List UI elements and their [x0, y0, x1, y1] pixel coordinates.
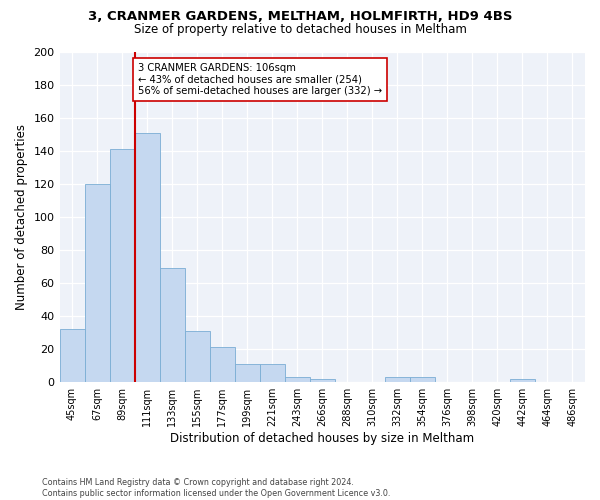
- Bar: [260, 364, 285, 382]
- Text: Contains HM Land Registry data © Crown copyright and database right 2024.
Contai: Contains HM Land Registry data © Crown c…: [42, 478, 391, 498]
- Y-axis label: Number of detached properties: Number of detached properties: [15, 124, 28, 310]
- Text: 3, CRANMER GARDENS, MELTHAM, HOLMFIRTH, HD9 4BS: 3, CRANMER GARDENS, MELTHAM, HOLMFIRTH, …: [88, 10, 512, 23]
- Text: Size of property relative to detached houses in Meltham: Size of property relative to detached ho…: [134, 22, 466, 36]
- Bar: [209, 348, 235, 382]
- Bar: [185, 331, 209, 382]
- X-axis label: Distribution of detached houses by size in Meltham: Distribution of detached houses by size …: [170, 432, 475, 445]
- Bar: [85, 184, 110, 382]
- Bar: [410, 377, 435, 382]
- Bar: [110, 149, 134, 382]
- Bar: [160, 268, 185, 382]
- Bar: [134, 132, 160, 382]
- Bar: [310, 379, 335, 382]
- Bar: [235, 364, 260, 382]
- Text: 3 CRANMER GARDENS: 106sqm
← 43% of detached houses are smaller (254)
56% of semi: 3 CRANMER GARDENS: 106sqm ← 43% of detac…: [139, 63, 382, 96]
- Bar: [385, 377, 410, 382]
- Bar: [59, 330, 85, 382]
- Bar: [510, 379, 535, 382]
- Bar: [285, 377, 310, 382]
